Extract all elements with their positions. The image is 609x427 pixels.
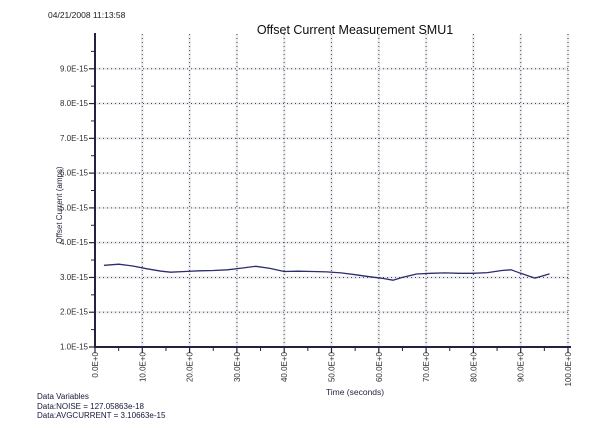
- y-tick-label: 9.0E-15: [60, 64, 89, 73]
- x-axis-title: Time (seconds): [325, 387, 385, 397]
- chart-title: Offset Current Measurement SMU1: [256, 23, 454, 37]
- y-axis-title: Offset Current (amps): [55, 166, 64, 244]
- data-trace: [103, 263, 550, 281]
- x-tick-label: 20.0E+0: [186, 351, 195, 382]
- y-tick-label: 5.0E-15: [60, 203, 89, 212]
- y-tick-label: 6.0E-15: [60, 169, 89, 178]
- y-tick-label: 1.0E-15: [60, 343, 89, 352]
- x-tick-label: 50.0E+0: [328, 351, 337, 382]
- avgcurrent-value: Data:AVGCURRENT = 3.10663e-15: [37, 411, 166, 420]
- x-tick-label: 90.0E+0: [517, 351, 526, 382]
- x-tick-label: 80.0E+0: [469, 351, 478, 382]
- y-tick-label: 3.0E-15: [60, 273, 89, 282]
- y-tick-label: 7.0E-15: [60, 134, 89, 143]
- data-variables-block: Data Variables Data:NOISE = 127.05863e-1…: [37, 392, 165, 421]
- data-variables-header: Data Variables: [37, 392, 89, 401]
- x-tick-label: 30.0E+0: [233, 351, 242, 382]
- x-tick-label: 70.0E+0: [422, 351, 431, 382]
- timestamp: 04/21/2008 11:13:58: [48, 10, 126, 20]
- x-tick-label: 100.0E+0: [564, 351, 573, 386]
- y-tick-label: 4.0E-15: [60, 238, 89, 247]
- x-tick-label: 10.0E+0: [138, 351, 147, 382]
- y-tick-label: 2.0E-15: [60, 308, 89, 317]
- x-tick-label: 0.0E+0: [91, 351, 100, 377]
- x-tick-label: 40.0E+0: [280, 351, 289, 382]
- y-tick-label: 8.0E-15: [60, 99, 89, 108]
- noise-value: Data:NOISE = 127.05863e-18: [37, 401, 144, 411]
- x-tick-label: 60.0E+0: [375, 351, 384, 382]
